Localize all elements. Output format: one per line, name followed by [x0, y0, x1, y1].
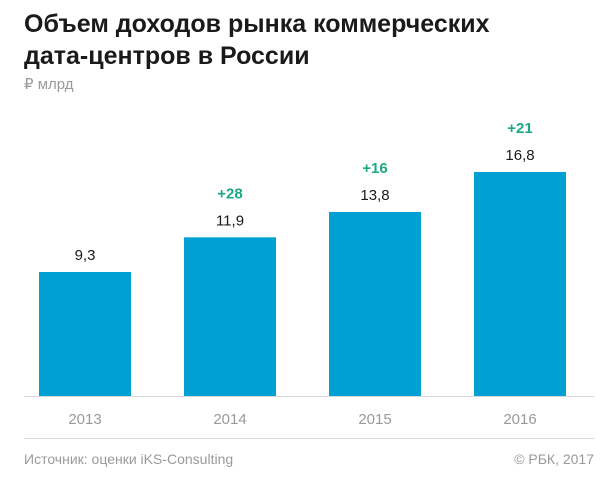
chart-title: Объем доходов рынка коммерческих дата-це… [24, 8, 604, 72]
value-label-2016: 16,8 [505, 147, 534, 164]
bar-2016 [474, 172, 566, 396]
title-line-2: дата-центров в России [24, 42, 310, 70]
x-tick-label-2013: 2013 [68, 411, 101, 428]
source-note: Источник: оценки iKS-Consulting [24, 451, 234, 467]
growth-label-2014: +28 [217, 185, 242, 202]
x-tick-label-2016: 2016 [503, 411, 536, 428]
title-line-1: Объем доходов рынка коммерческих [24, 10, 490, 38]
unit-label: ₽ млрд [24, 76, 74, 93]
value-label-2015: 13,8 [360, 187, 389, 204]
growth-label-2016: +21 [507, 120, 532, 137]
copyright-note: © РБК, 2017 [514, 451, 594, 467]
bar-2014 [184, 237, 276, 396]
value-label-2014: 11,9 [216, 212, 244, 229]
value-label-2013: 9,3 [75, 247, 96, 264]
bar-2015 [329, 212, 421, 396]
bar-2013 [39, 272, 131, 396]
x-tick-label-2015: 2015 [358, 411, 391, 428]
growth-label-2015: +16 [362, 160, 387, 177]
bar-chart: 9,3 2013 11,9 +28 2014 13,8 +16 2015 16,8 +21 2016 [24, 120, 594, 439]
x-tick-label-2014: 2014 [213, 411, 246, 428]
